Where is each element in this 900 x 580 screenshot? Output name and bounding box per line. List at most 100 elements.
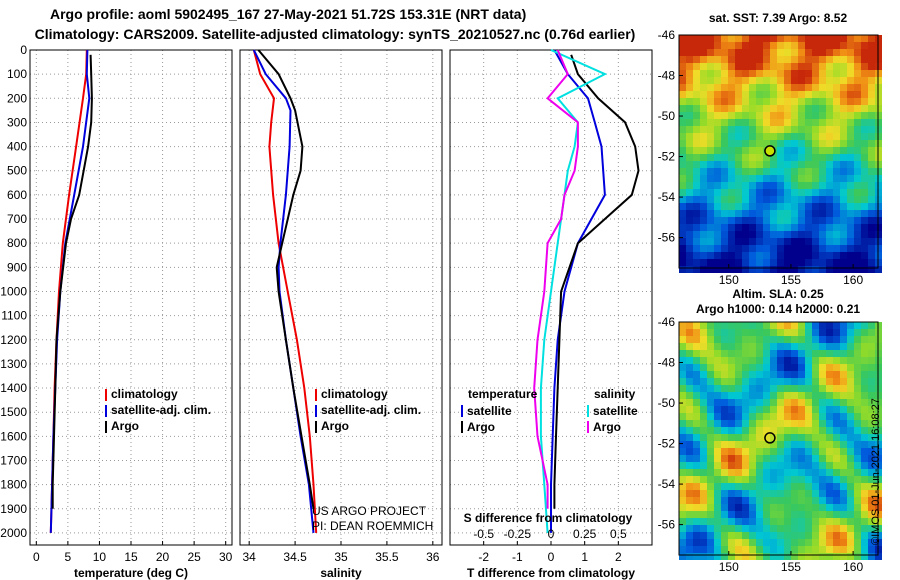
map-cell	[770, 91, 777, 98]
map-cell	[693, 210, 700, 217]
map-cell	[686, 518, 693, 525]
map-cell	[770, 336, 777, 343]
map-cell	[770, 406, 777, 413]
map-cell	[679, 182, 686, 189]
x-tick-label: 34	[243, 550, 257, 564]
map-cell	[819, 70, 826, 77]
map-cell	[784, 483, 791, 490]
map-cell	[756, 357, 763, 364]
map-cell	[784, 455, 791, 462]
map-cell	[700, 266, 707, 273]
map-cell	[826, 336, 833, 343]
map-cell	[742, 91, 749, 98]
map-cell	[735, 203, 742, 210]
map-cell	[819, 126, 826, 133]
map-cell	[826, 133, 833, 140]
map-cell	[826, 406, 833, 413]
map-cell	[686, 490, 693, 497]
map-cell	[693, 343, 700, 350]
map-cell	[770, 434, 777, 441]
map-cell	[714, 189, 721, 196]
map-cell	[742, 77, 749, 84]
map-cell	[854, 140, 861, 147]
map-y-tick-label: -46	[658, 315, 676, 329]
map-cell	[777, 448, 784, 455]
map-cell	[700, 147, 707, 154]
map-cell	[791, 329, 798, 336]
map-cell	[728, 126, 735, 133]
map-cell	[693, 406, 700, 413]
map-cell	[833, 392, 840, 399]
map-cell	[770, 427, 777, 434]
map-cell	[826, 140, 833, 147]
map-cell	[833, 133, 840, 140]
map-cell	[826, 476, 833, 483]
map-cell	[805, 63, 812, 70]
map-cell	[700, 98, 707, 105]
map-cell	[714, 231, 721, 238]
map-cell	[784, 469, 791, 476]
map-cell	[819, 413, 826, 420]
map-cell	[742, 497, 749, 504]
map-cell	[819, 63, 826, 70]
map-cell	[840, 357, 847, 364]
map-cell	[728, 343, 735, 350]
map-cell	[812, 511, 819, 518]
map-cell	[777, 455, 784, 462]
map-cell	[770, 231, 777, 238]
map-cell	[819, 140, 826, 147]
map-cell	[700, 119, 707, 126]
map-cell	[679, 224, 686, 231]
map-cell	[805, 469, 812, 476]
map-cell	[700, 518, 707, 525]
map-cell	[770, 168, 777, 175]
map-x-tick-label: 160	[843, 273, 863, 287]
map-cell	[749, 336, 756, 343]
argo-position-marker	[764, 145, 776, 157]
map-cell	[826, 343, 833, 350]
map-cell	[854, 462, 861, 469]
map-cell	[728, 483, 735, 490]
map-cell	[686, 385, 693, 392]
map-cell	[714, 98, 721, 105]
map-cell	[693, 504, 700, 511]
map-cell	[847, 476, 854, 483]
map-cell	[728, 182, 735, 189]
map-cell	[770, 441, 777, 448]
map-cell	[840, 539, 847, 546]
map-cell	[868, 84, 875, 91]
map-cell	[679, 504, 686, 511]
map-cell	[693, 553, 700, 560]
map-cell	[728, 462, 735, 469]
map-cell	[693, 455, 700, 462]
map-cell	[777, 126, 784, 133]
map-cell	[833, 357, 840, 364]
map-cell	[735, 539, 742, 546]
x-tick-label: 5	[65, 550, 72, 564]
map-cell	[826, 553, 833, 560]
map-cell	[840, 252, 847, 259]
map-cell	[700, 504, 707, 511]
map-cell	[735, 427, 742, 434]
map-cell	[749, 252, 756, 259]
map-cell	[763, 224, 770, 231]
map-cell	[721, 546, 728, 553]
map-cell	[770, 399, 777, 406]
map-cell	[875, 266, 882, 273]
map-cell	[714, 203, 721, 210]
sla-map-subtitle: Argo h1000: 0.14 h2000: 0.21	[696, 302, 860, 316]
map-cell	[693, 322, 700, 329]
map-cell	[812, 420, 819, 427]
map-cell	[805, 77, 812, 84]
x-tick-label: 36	[426, 550, 440, 564]
map-cell	[840, 63, 847, 70]
map-cell	[714, 420, 721, 427]
map-cell	[847, 35, 854, 42]
map-cell	[798, 462, 805, 469]
series-line-temperature-argo	[553, 54, 640, 509]
map-cell	[868, 147, 875, 154]
map-cell	[840, 511, 847, 518]
map-cell	[833, 469, 840, 476]
map-cell	[854, 84, 861, 91]
map-cell	[756, 483, 763, 490]
